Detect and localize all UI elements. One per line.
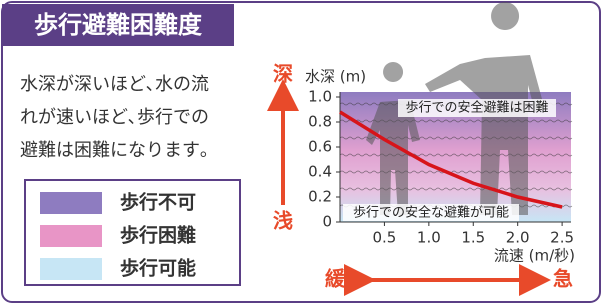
infographic: 歩行避難困難度 水深が深いほど､水の流 れが速いほど､歩行での 避難は困難になり… [0,0,604,305]
shallow-label: 浅 [273,209,293,233]
y-tick-label: 0.2 [308,188,332,206]
x-tick-label: 1.0 [417,229,441,247]
legend-swatch [40,225,102,247]
x-tick-label: 1.5 [461,229,485,247]
y-tick-label: 0 [322,213,332,231]
slow-label: 緩 [325,267,346,291]
y-tick-label: 0.6 [308,138,332,156]
legend-label: 歩行可能 [120,257,196,280]
description: 水深が深いほど､水の流 [20,74,209,95]
y-tick-label: 0.4 [308,163,332,181]
legend-label: 歩行困難 [120,224,196,247]
y-tick-label: 1.0 [308,88,332,106]
y-tick-label: 0.8 [308,113,332,131]
x-tick-label: 0.5 [372,229,396,247]
description: 避難は困難になります｡ [20,140,209,161]
deep-label: 深 [273,62,293,86]
x-tick-label: 2.0 [506,229,530,247]
description: れが速いほど､歩行での [20,107,209,128]
fast-label: 急 [553,267,573,291]
x-tick-label: 2.5 [550,229,574,247]
y-axis-title: 水深 (m) [305,68,366,86]
title: 歩行避難困難度 [34,11,203,39]
upper-note: 歩行での安全避難は困難 [405,100,548,116]
page: {"chart_data": { "type": "line", "title"… [0,0,604,305]
x-axis-title: 流速 (m/秒) [494,247,575,265]
legend-swatch [40,258,102,280]
legend-label: 歩行不可 [120,191,196,214]
lower-note: 歩行での安全な避難が可能 [353,205,509,221]
legend-swatch [40,192,102,214]
